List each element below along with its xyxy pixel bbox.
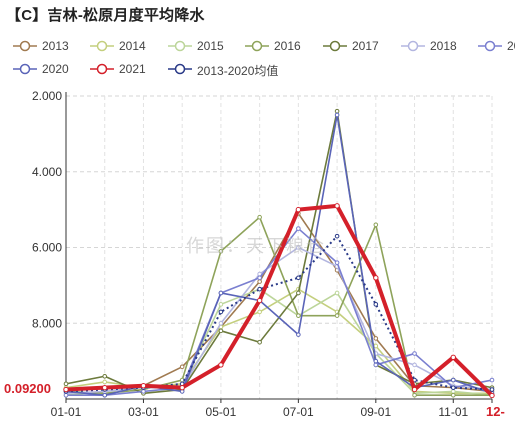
data-point bbox=[373, 343, 379, 349]
data-point bbox=[102, 392, 108, 398]
y-tick-label: 4.000 bbox=[32, 165, 62, 179]
x-tick-label: 03-01 bbox=[128, 405, 159, 419]
data-point bbox=[412, 392, 417, 398]
y-tick-label: 8.000 bbox=[32, 316, 62, 330]
legend-swatch-icon bbox=[13, 40, 37, 52]
data-point bbox=[257, 309, 262, 315]
data-point bbox=[179, 364, 185, 370]
data-point bbox=[334, 290, 340, 296]
legend-swatch-icon bbox=[168, 40, 192, 52]
x-tick-label: 12- bbox=[486, 404, 505, 419]
data-point bbox=[63, 381, 69, 387]
series-line bbox=[65, 246, 493, 395]
data-point bbox=[257, 279, 262, 284]
data-point bbox=[102, 384, 108, 391]
legend-swatch-icon bbox=[168, 63, 192, 75]
legend-label: 2021 bbox=[119, 62, 146, 76]
data-point bbox=[63, 392, 69, 398]
data-point bbox=[334, 233, 340, 239]
data-point bbox=[140, 383, 147, 389]
data-point bbox=[373, 302, 379, 307]
legend-label: 2015 bbox=[197, 39, 224, 53]
y-tick-label: 6.000 bbox=[32, 241, 62, 255]
data-point bbox=[334, 203, 340, 209]
data-point bbox=[489, 387, 495, 392]
data-point bbox=[257, 214, 262, 220]
legend-label: 2013 bbox=[42, 39, 69, 53]
data-point bbox=[334, 260, 340, 265]
legend-label: 2019 bbox=[507, 39, 515, 53]
x-tick-label: 01-01 bbox=[51, 405, 82, 419]
legend-label: 2014 bbox=[119, 39, 146, 53]
legend-label: 2018 bbox=[430, 39, 457, 53]
data-point bbox=[373, 358, 379, 364]
series-line bbox=[65, 203, 494, 397]
data-point bbox=[296, 275, 301, 281]
data-point bbox=[179, 384, 185, 391]
data-point bbox=[489, 377, 495, 383]
legend-label: 2020 bbox=[42, 62, 69, 76]
legend-swatch-icon bbox=[13, 63, 37, 75]
legend-swatch-icon bbox=[401, 40, 425, 52]
data-point bbox=[489, 392, 495, 399]
data-point bbox=[450, 354, 456, 361]
data-point bbox=[102, 373, 108, 379]
chart-title: 【C】吉林-松原月度平均降水 bbox=[6, 7, 205, 24]
data-point bbox=[218, 328, 224, 334]
data-point bbox=[256, 297, 263, 304]
data-point bbox=[141, 389, 146, 394]
data-point bbox=[334, 313, 340, 318]
data-point bbox=[373, 222, 379, 228]
x-tick-label: 07-01 bbox=[283, 405, 314, 419]
data-point bbox=[295, 206, 302, 213]
x-tick-label: 11-01 bbox=[438, 405, 468, 419]
data-point bbox=[257, 286, 262, 292]
data-point bbox=[296, 290, 301, 296]
legend-label: 2013-2020均值 bbox=[197, 64, 279, 78]
data-point bbox=[373, 275, 379, 281]
data-point bbox=[218, 290, 224, 296]
legend-swatch-icon bbox=[90, 40, 114, 52]
data-point bbox=[218, 362, 224, 368]
data-point bbox=[102, 379, 108, 385]
data-point bbox=[373, 362, 379, 368]
data-point bbox=[218, 320, 224, 326]
data-point bbox=[334, 108, 340, 114]
data-point bbox=[296, 332, 301, 337]
data-point bbox=[450, 377, 456, 383]
data-point bbox=[63, 386, 69, 393]
legend-label: 2016 bbox=[274, 39, 301, 53]
data-point bbox=[450, 392, 456, 398]
data-point bbox=[257, 339, 262, 345]
data-point bbox=[412, 351, 417, 356]
data-point bbox=[412, 362, 417, 368]
x-tick-label: 05-01 bbox=[206, 405, 237, 419]
data-point bbox=[218, 302, 224, 307]
x-tick-label: 09-01 bbox=[360, 405, 391, 419]
data-point bbox=[257, 275, 262, 281]
data-point bbox=[373, 336, 379, 341]
data-point bbox=[450, 385, 456, 390]
data-point bbox=[450, 389, 456, 394]
legend-swatch-icon bbox=[323, 40, 347, 52]
data-point bbox=[334, 112, 340, 118]
watermark: 作图：天下粮仓 bbox=[186, 236, 326, 256]
data-point bbox=[296, 226, 301, 231]
data-point bbox=[296, 313, 301, 318]
data-point bbox=[218, 309, 224, 315]
legend-swatch-icon bbox=[245, 40, 269, 52]
legend-swatch-icon bbox=[90, 63, 114, 75]
data-point bbox=[296, 245, 301, 250]
y-tick-label: 2.000 bbox=[32, 89, 62, 103]
legend-swatch-icon bbox=[478, 40, 502, 52]
current-value-badge: 0.09200 bbox=[2, 381, 53, 396]
data-point bbox=[218, 248, 224, 254]
legend-label: 2017 bbox=[352, 39, 379, 53]
data-point bbox=[411, 386, 418, 393]
